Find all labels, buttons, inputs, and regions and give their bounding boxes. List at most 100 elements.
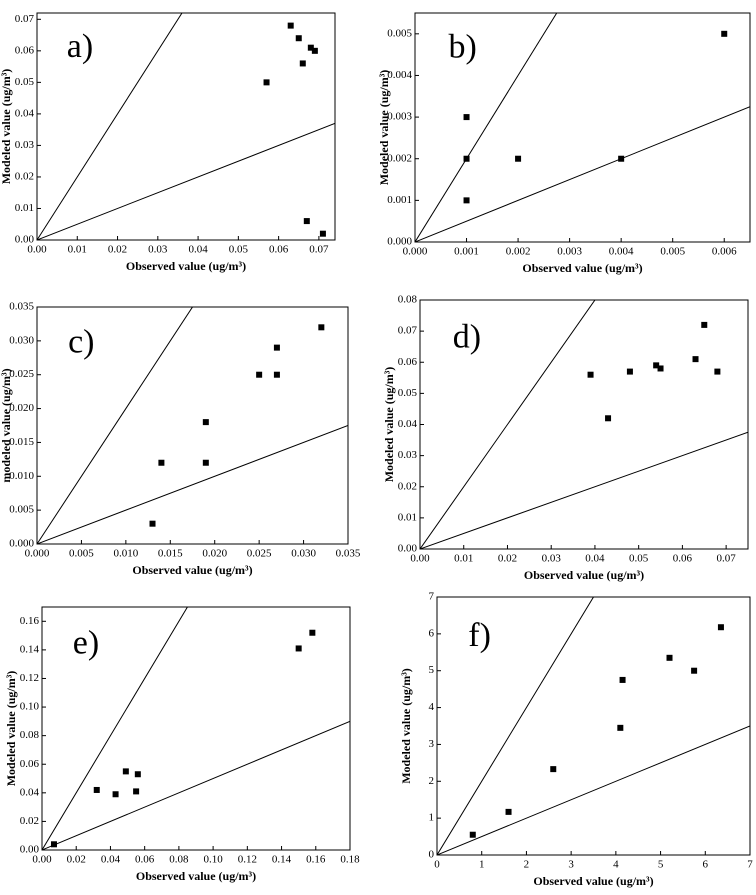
x-tick-label: 3: [568, 859, 574, 871]
point: [256, 371, 263, 378]
x-tick-label: 0.04: [188, 244, 208, 256]
point: [202, 419, 209, 426]
x-tick-label: 0.14: [272, 854, 292, 866]
point: [515, 155, 522, 162]
reference-line: [37, 122, 335, 240]
plot-frame: [41, 606, 351, 851]
y-tick-label: 0.05: [398, 387, 418, 399]
point: [463, 155, 470, 162]
point: [133, 788, 140, 795]
point: [653, 362, 660, 369]
x-tick-label: 0.07: [309, 244, 329, 256]
x-tick-label: 0.00: [410, 553, 430, 565]
x-tick-label: 0.030: [291, 548, 316, 560]
y-tick-label: 0.010: [9, 470, 34, 482]
y-tick-label: 0.10: [20, 701, 40, 713]
x-tick-label: 0.000: [403, 246, 428, 258]
y-axis-label: Modeled value (ug/m³): [0, 69, 13, 185]
point: [463, 114, 470, 121]
point: [309, 629, 316, 636]
x-tick-label: 0.001: [454, 246, 479, 258]
x-tick-label: 0.03: [542, 553, 562, 565]
x-tick-label: 0.06: [269, 244, 289, 256]
y-tick-label: 0.001: [387, 194, 412, 206]
y-tick-label: 0.00: [398, 543, 418, 555]
x-tick-label: 0.07: [717, 553, 737, 565]
y-tick-label: 0.02: [15, 170, 34, 182]
point: [311, 47, 318, 54]
panel: 0.00 0.02 0.04 0.06 0.08 0.10 0.12 0.14 0.16 0.18…: [4, 606, 360, 883]
point: [717, 624, 724, 631]
y-tick-label: 4: [429, 701, 435, 713]
reference-line: [42, 720, 350, 850]
panel-label: a): [67, 28, 93, 65]
y-tick-label: 0.06: [15, 44, 35, 56]
x-tick-label: 1: [479, 859, 485, 871]
y-tick-label: 0.020: [9, 402, 34, 414]
x-tick-label: 0.00: [32, 854, 52, 866]
reference-line: [37, 425, 348, 544]
y-tick-label: 2: [429, 775, 435, 787]
point: [149, 520, 156, 527]
x-tick-label: 0.020: [202, 548, 227, 560]
x-axis-label: Observed value (ug/m³): [136, 869, 256, 883]
y-tick-label: 0: [429, 849, 435, 861]
point: [626, 368, 633, 375]
point: [158, 459, 165, 466]
y-tick-label: 0.02: [398, 480, 417, 492]
panel: 0.000 0.005 0.010 0.015 0.020 0.025 0.030 0.035…: [0, 301, 361, 577]
x-tick-label: 0.02: [108, 244, 127, 256]
y-tick-label: 0.015: [9, 436, 34, 448]
x-tick-label: 0.006: [712, 246, 737, 258]
x-tick-label: 0.12: [238, 854, 257, 866]
y-tick-label: 0.04: [20, 786, 40, 798]
panel: 0 1 2 3 4 5 6 7 0 1 2 3 4 5 6 7 f) Observed value (ug/m³)…: [399, 591, 754, 888]
y-tick-label: 0.003: [387, 111, 412, 123]
x-tick-label: 0.002: [506, 246, 531, 258]
y-axis-label: Modeled value (ug/m³): [377, 70, 391, 186]
y-tick-label: 0.005: [387, 27, 412, 39]
y-tick-label: 0.004: [387, 69, 412, 81]
y-tick-label: 0.12: [20, 672, 39, 684]
plot-frame: [36, 306, 349, 545]
x-tick-label: 0.18: [340, 854, 360, 866]
plot-frame: [36, 12, 336, 241]
y-tick-label: 7: [429, 591, 435, 603]
y-tick-label: 0.01: [398, 511, 417, 523]
point: [605, 415, 612, 422]
point: [307, 44, 314, 51]
point: [50, 841, 57, 848]
panel-label: b): [449, 28, 477, 65]
x-tick-label: 0.06: [135, 854, 155, 866]
y-axis-label: Modeled value (ug/m³): [382, 367, 396, 483]
x-tick-label: 0.08: [169, 854, 189, 866]
reference-line: [437, 597, 595, 855]
x-tick-label: 0.000: [25, 548, 50, 560]
point: [263, 79, 270, 86]
panel-label: c): [68, 324, 94, 361]
point: [202, 459, 209, 466]
y-tick-label: 0.000: [387, 236, 412, 248]
point: [299, 60, 306, 67]
y-tick-label: 0.04: [15, 107, 35, 119]
point: [619, 676, 626, 683]
x-tick-label: 0.05: [629, 553, 649, 565]
point: [657, 365, 664, 372]
x-tick-label: 0.010: [113, 548, 138, 560]
reference-line: [415, 106, 750, 242]
point: [701, 321, 708, 328]
y-tick-label: 0.05: [15, 76, 35, 88]
x-tick-label: 0.00: [27, 244, 47, 256]
x-tick-label: 0.05: [229, 244, 249, 256]
y-tick-label: 0.07: [398, 325, 418, 337]
point: [587, 371, 594, 378]
x-tick-label: 0.04: [585, 553, 605, 565]
y-axis-label: Modeled value (ug/m³): [399, 668, 413, 784]
x-axis-label: Observed value (ug/m³): [524, 568, 644, 582]
reference-line: [37, 307, 194, 544]
y-tick-label: 0.025: [9, 368, 34, 380]
y-tick-label: 0.14: [20, 643, 40, 655]
panel: 0.00 0.01 0.02 0.03 0.04 0.05 0.06 0.07 0.00 0.01…: [0, 12, 336, 273]
plot-frame: [419, 299, 749, 550]
y-tick-label: 0.030: [9, 334, 34, 346]
